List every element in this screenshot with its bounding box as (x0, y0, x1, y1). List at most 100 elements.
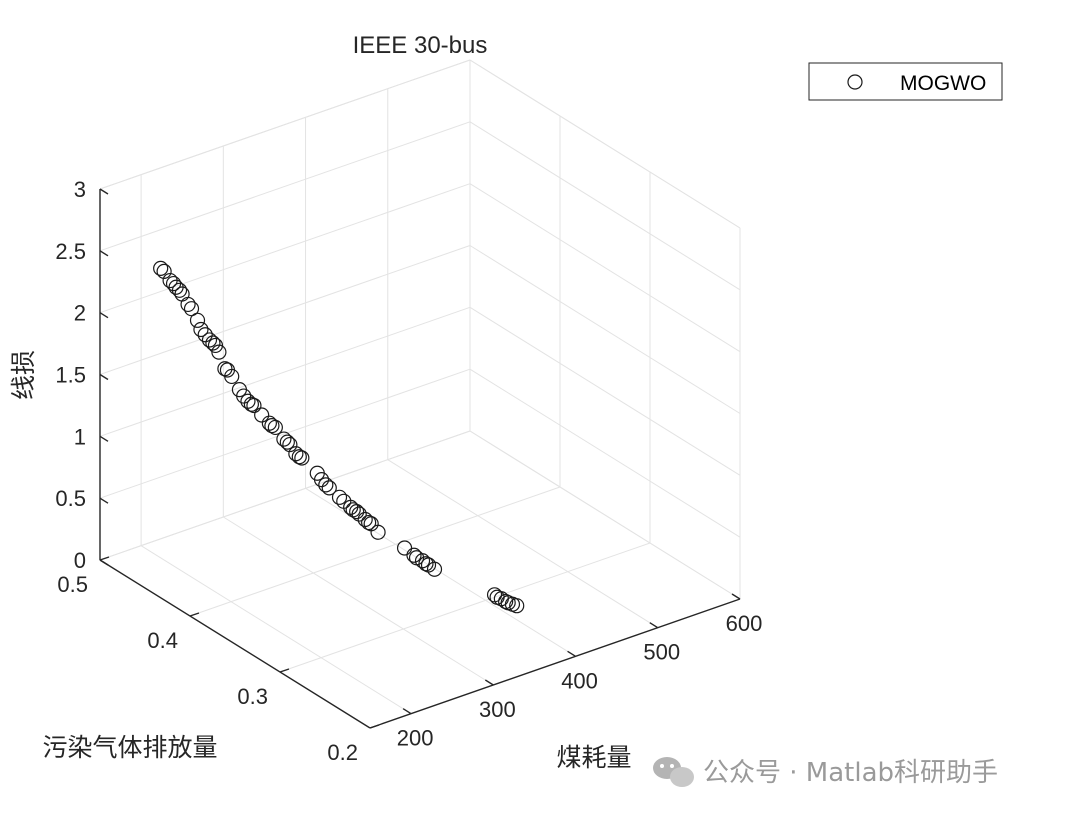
y-axis-line (99, 559, 371, 729)
grid-line (387, 459, 659, 629)
y-tick-label: 0.2 (327, 740, 358, 765)
grid-line (99, 430, 471, 561)
grid-line (99, 121, 471, 252)
z-tick-label: 3 (74, 177, 86, 202)
x-tick-label: 600 (726, 611, 763, 636)
x-tick-mark (649, 622, 659, 629)
data-point (276, 431, 292, 447)
y-tick-label: 0.4 (147, 628, 178, 653)
data-point (351, 506, 367, 522)
data-point (211, 344, 227, 360)
grid-line (469, 121, 741, 291)
z-tick-mark (99, 312, 109, 319)
z-tick-mark (99, 373, 109, 381)
x-tick-mark (402, 708, 412, 715)
grid-line (99, 368, 471, 499)
data-point (370, 524, 386, 540)
grid-line (279, 542, 651, 673)
grid-line (469, 183, 741, 353)
wechat-icon (653, 757, 694, 787)
data-point (193, 321, 209, 338)
data-point (180, 296, 196, 313)
data-point (246, 397, 262, 414)
grid-line (469, 306, 741, 476)
grid-line (469, 245, 741, 414)
legend-box (808, 62, 1003, 101)
data-point (294, 450, 310, 466)
watermark-text: 公众号 · Matlab科研助手 (703, 758, 998, 788)
x-axis-label: 煤耗量 (556, 743, 631, 772)
x-tick-mark (484, 679, 494, 686)
chart-title: IEEE 30-bus (353, 32, 488, 59)
x-axis-line (369, 598, 741, 729)
grid-line (223, 516, 494, 686)
data-point (243, 396, 259, 412)
y-tick-label: 0.5 (57, 572, 88, 597)
data-point (207, 337, 224, 354)
x-tick-label: 500 (643, 640, 680, 665)
z-tick-label: 1 (74, 424, 86, 449)
data-point (361, 514, 377, 531)
y-tick-mark (99, 556, 110, 561)
grid-line (140, 545, 412, 715)
chart-grid (99, 59, 741, 729)
data-point (282, 436, 298, 453)
data-point (189, 312, 206, 328)
x-tick-label: 200 (397, 726, 434, 751)
z-tick-label: 2.5 (55, 239, 86, 264)
z-tick-label: 0.5 (55, 486, 86, 511)
grid-line (189, 486, 561, 617)
legend: MOGWO (808, 62, 1003, 101)
data-point (418, 556, 434, 572)
chart-axes (99, 188, 741, 729)
legend-marker-icon (847, 74, 863, 90)
grid-line (469, 430, 741, 600)
chart-points (153, 260, 525, 614)
z-tick-label: 0 (74, 548, 86, 573)
data-point (197, 327, 213, 343)
data-point (279, 434, 295, 450)
data-point (171, 282, 188, 298)
data-point (264, 418, 280, 434)
z-tick-mark (99, 250, 109, 257)
y-tick-label: 0.3 (237, 684, 268, 709)
grid-line (99, 183, 471, 314)
data-point (267, 419, 283, 436)
z-tick-label: 1.5 (55, 363, 86, 388)
z-tick-mark (99, 559, 109, 566)
data-point (236, 388, 252, 404)
grid-line (99, 245, 471, 375)
z-axis-label: 线损 (9, 350, 38, 400)
data-point (201, 332, 218, 348)
z-tick-mark (99, 188, 109, 195)
watermark: 公众号 · Matlab科研助手 (653, 757, 998, 788)
data-point (224, 368, 240, 385)
data-point (254, 407, 270, 423)
data-point (396, 540, 413, 556)
y-tick-mark (189, 612, 200, 617)
data-point (291, 449, 307, 465)
data-point (406, 547, 422, 563)
data-point (331, 489, 348, 505)
x-tick-mark (731, 593, 741, 600)
z-tick-mark (99, 435, 109, 442)
data-point (153, 260, 169, 276)
data-point (509, 598, 525, 614)
data-point (426, 561, 443, 577)
box-edge (469, 59, 741, 229)
data-point (349, 503, 365, 520)
data-point (498, 593, 514, 610)
y-axis-label: 污染气体排放量 (42, 733, 217, 762)
data-point (318, 477, 334, 493)
legend-entry-mogwo: MOGWO (900, 72, 986, 95)
grid-line (469, 368, 741, 538)
data-point (313, 472, 330, 488)
x-tick-label: 400 (561, 668, 598, 693)
x-tick-label: 300 (479, 697, 516, 722)
y-tick-mark (279, 668, 290, 673)
data-point (156, 263, 172, 279)
z-tick-mark (99, 497, 109, 504)
box-edge (99, 59, 471, 190)
